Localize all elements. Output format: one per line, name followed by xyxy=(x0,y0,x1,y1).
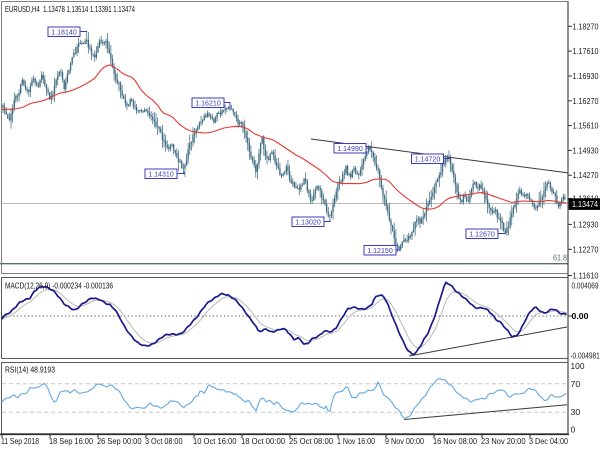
svg-text:1.16270: 1.16270 xyxy=(573,97,600,106)
svg-text:0: 0 xyxy=(571,426,577,435)
svg-text:3 Oct 08:00: 3 Oct 08:00 xyxy=(145,437,183,446)
svg-text:61.8: 61.8 xyxy=(553,253,567,262)
svg-text:-0.004981: -0.004981 xyxy=(570,351,600,360)
svg-text:1.16930: 1.16930 xyxy=(573,72,600,81)
svg-text:1.12670: 1.12670 xyxy=(469,230,495,239)
svg-text:1.14990: 1.14990 xyxy=(337,144,363,153)
svg-text:1.18270: 1.18270 xyxy=(573,22,600,31)
svg-text:1.12270: 1.12270 xyxy=(573,245,600,254)
svg-text:1.14310: 1.14310 xyxy=(148,170,174,179)
svg-text:0.00: 0.00 xyxy=(572,312,590,321)
svg-text:70: 70 xyxy=(571,380,581,389)
svg-text:1.14270: 1.14270 xyxy=(573,171,600,180)
svg-text:1.16210: 1.16210 xyxy=(195,99,221,108)
svg-text:26 Sep 00:00: 26 Sep 00:00 xyxy=(97,437,142,446)
svg-text:MACD(12,26,9) -0.000234 -0.000: MACD(12,26,9) -0.000234 -0.000136 xyxy=(5,282,113,291)
svg-text:0.004069: 0.004069 xyxy=(572,282,599,291)
svg-text:1.11610: 1.11610 xyxy=(573,272,600,281)
svg-text:100: 100 xyxy=(571,362,586,371)
svg-text:16 Nov 08:00: 16 Nov 08:00 xyxy=(433,437,478,446)
svg-text:23 Nov 20:00: 23 Nov 20:00 xyxy=(481,437,526,446)
svg-text:25 Oct 08:00: 25 Oct 08:00 xyxy=(289,437,334,446)
svg-text:1.14930: 1.14930 xyxy=(573,146,600,155)
svg-text:3 Dec 04:00: 3 Dec 04:00 xyxy=(529,437,569,446)
svg-text:1.15610: 1.15610 xyxy=(573,122,600,131)
svg-text:1.18140: 1.18140 xyxy=(51,28,77,37)
svg-text:1.14720: 1.14720 xyxy=(415,155,441,164)
svg-text:EURUSD,H4 1.13478 1.13514 1.1: EURUSD,H4 1.13478 1.13514 1.13391 1.1347… xyxy=(5,5,135,14)
svg-text:1.12930: 1.12930 xyxy=(573,220,600,229)
svg-text:RSI(14) 48.9193: RSI(14) 48.9193 xyxy=(5,366,55,375)
svg-text:30: 30 xyxy=(571,408,581,417)
svg-text:18 Oct 00:00: 18 Oct 00:00 xyxy=(241,437,286,446)
svg-text:1.13474: 1.13474 xyxy=(572,200,599,209)
svg-text:1.12150: 1.12150 xyxy=(367,246,393,255)
svg-text:11 Sep 2018: 11 Sep 2018 xyxy=(1,437,39,446)
svg-text:18 Sep 16:00: 18 Sep 16:00 xyxy=(49,437,94,446)
svg-text:1.13020: 1.13020 xyxy=(295,218,321,227)
svg-text:10 Oct 16:00: 10 Oct 16:00 xyxy=(193,437,237,446)
svg-text:1 Nov 16:00: 1 Nov 16:00 xyxy=(337,437,376,446)
svg-text:9 Nov 00:00: 9 Nov 00:00 xyxy=(385,437,425,446)
svg-text:1.17610: 1.17610 xyxy=(573,47,600,56)
